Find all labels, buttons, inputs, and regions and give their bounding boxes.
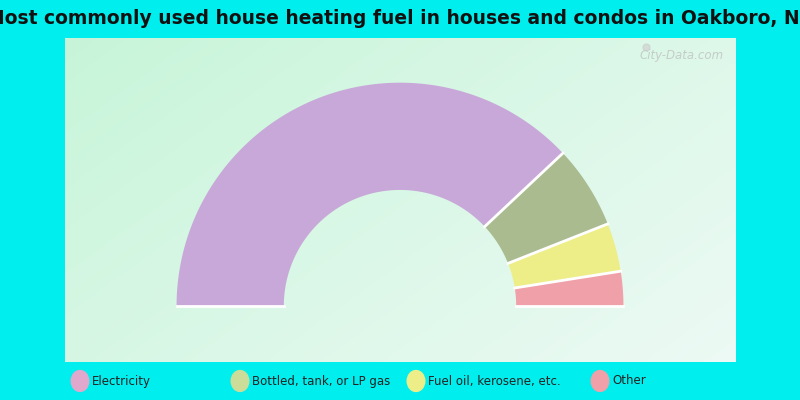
- Polygon shape: [177, 83, 563, 306]
- Polygon shape: [485, 153, 608, 263]
- Ellipse shape: [407, 370, 425, 392]
- Ellipse shape: [71, 370, 89, 392]
- Polygon shape: [514, 271, 623, 306]
- Text: Other: Other: [612, 374, 646, 388]
- Ellipse shape: [591, 370, 609, 392]
- Text: Most commonly used house heating fuel in houses and condos in Oakboro, NC: Most commonly used house heating fuel in…: [0, 10, 800, 28]
- Text: City-Data.com: City-Data.com: [640, 49, 724, 62]
- Polygon shape: [508, 224, 621, 288]
- Text: Fuel oil, kerosene, etc.: Fuel oil, kerosene, etc.: [428, 374, 561, 388]
- Text: Electricity: Electricity: [92, 374, 151, 388]
- Text: Bottled, tank, or LP gas: Bottled, tank, or LP gas: [252, 374, 390, 388]
- Ellipse shape: [231, 370, 249, 392]
